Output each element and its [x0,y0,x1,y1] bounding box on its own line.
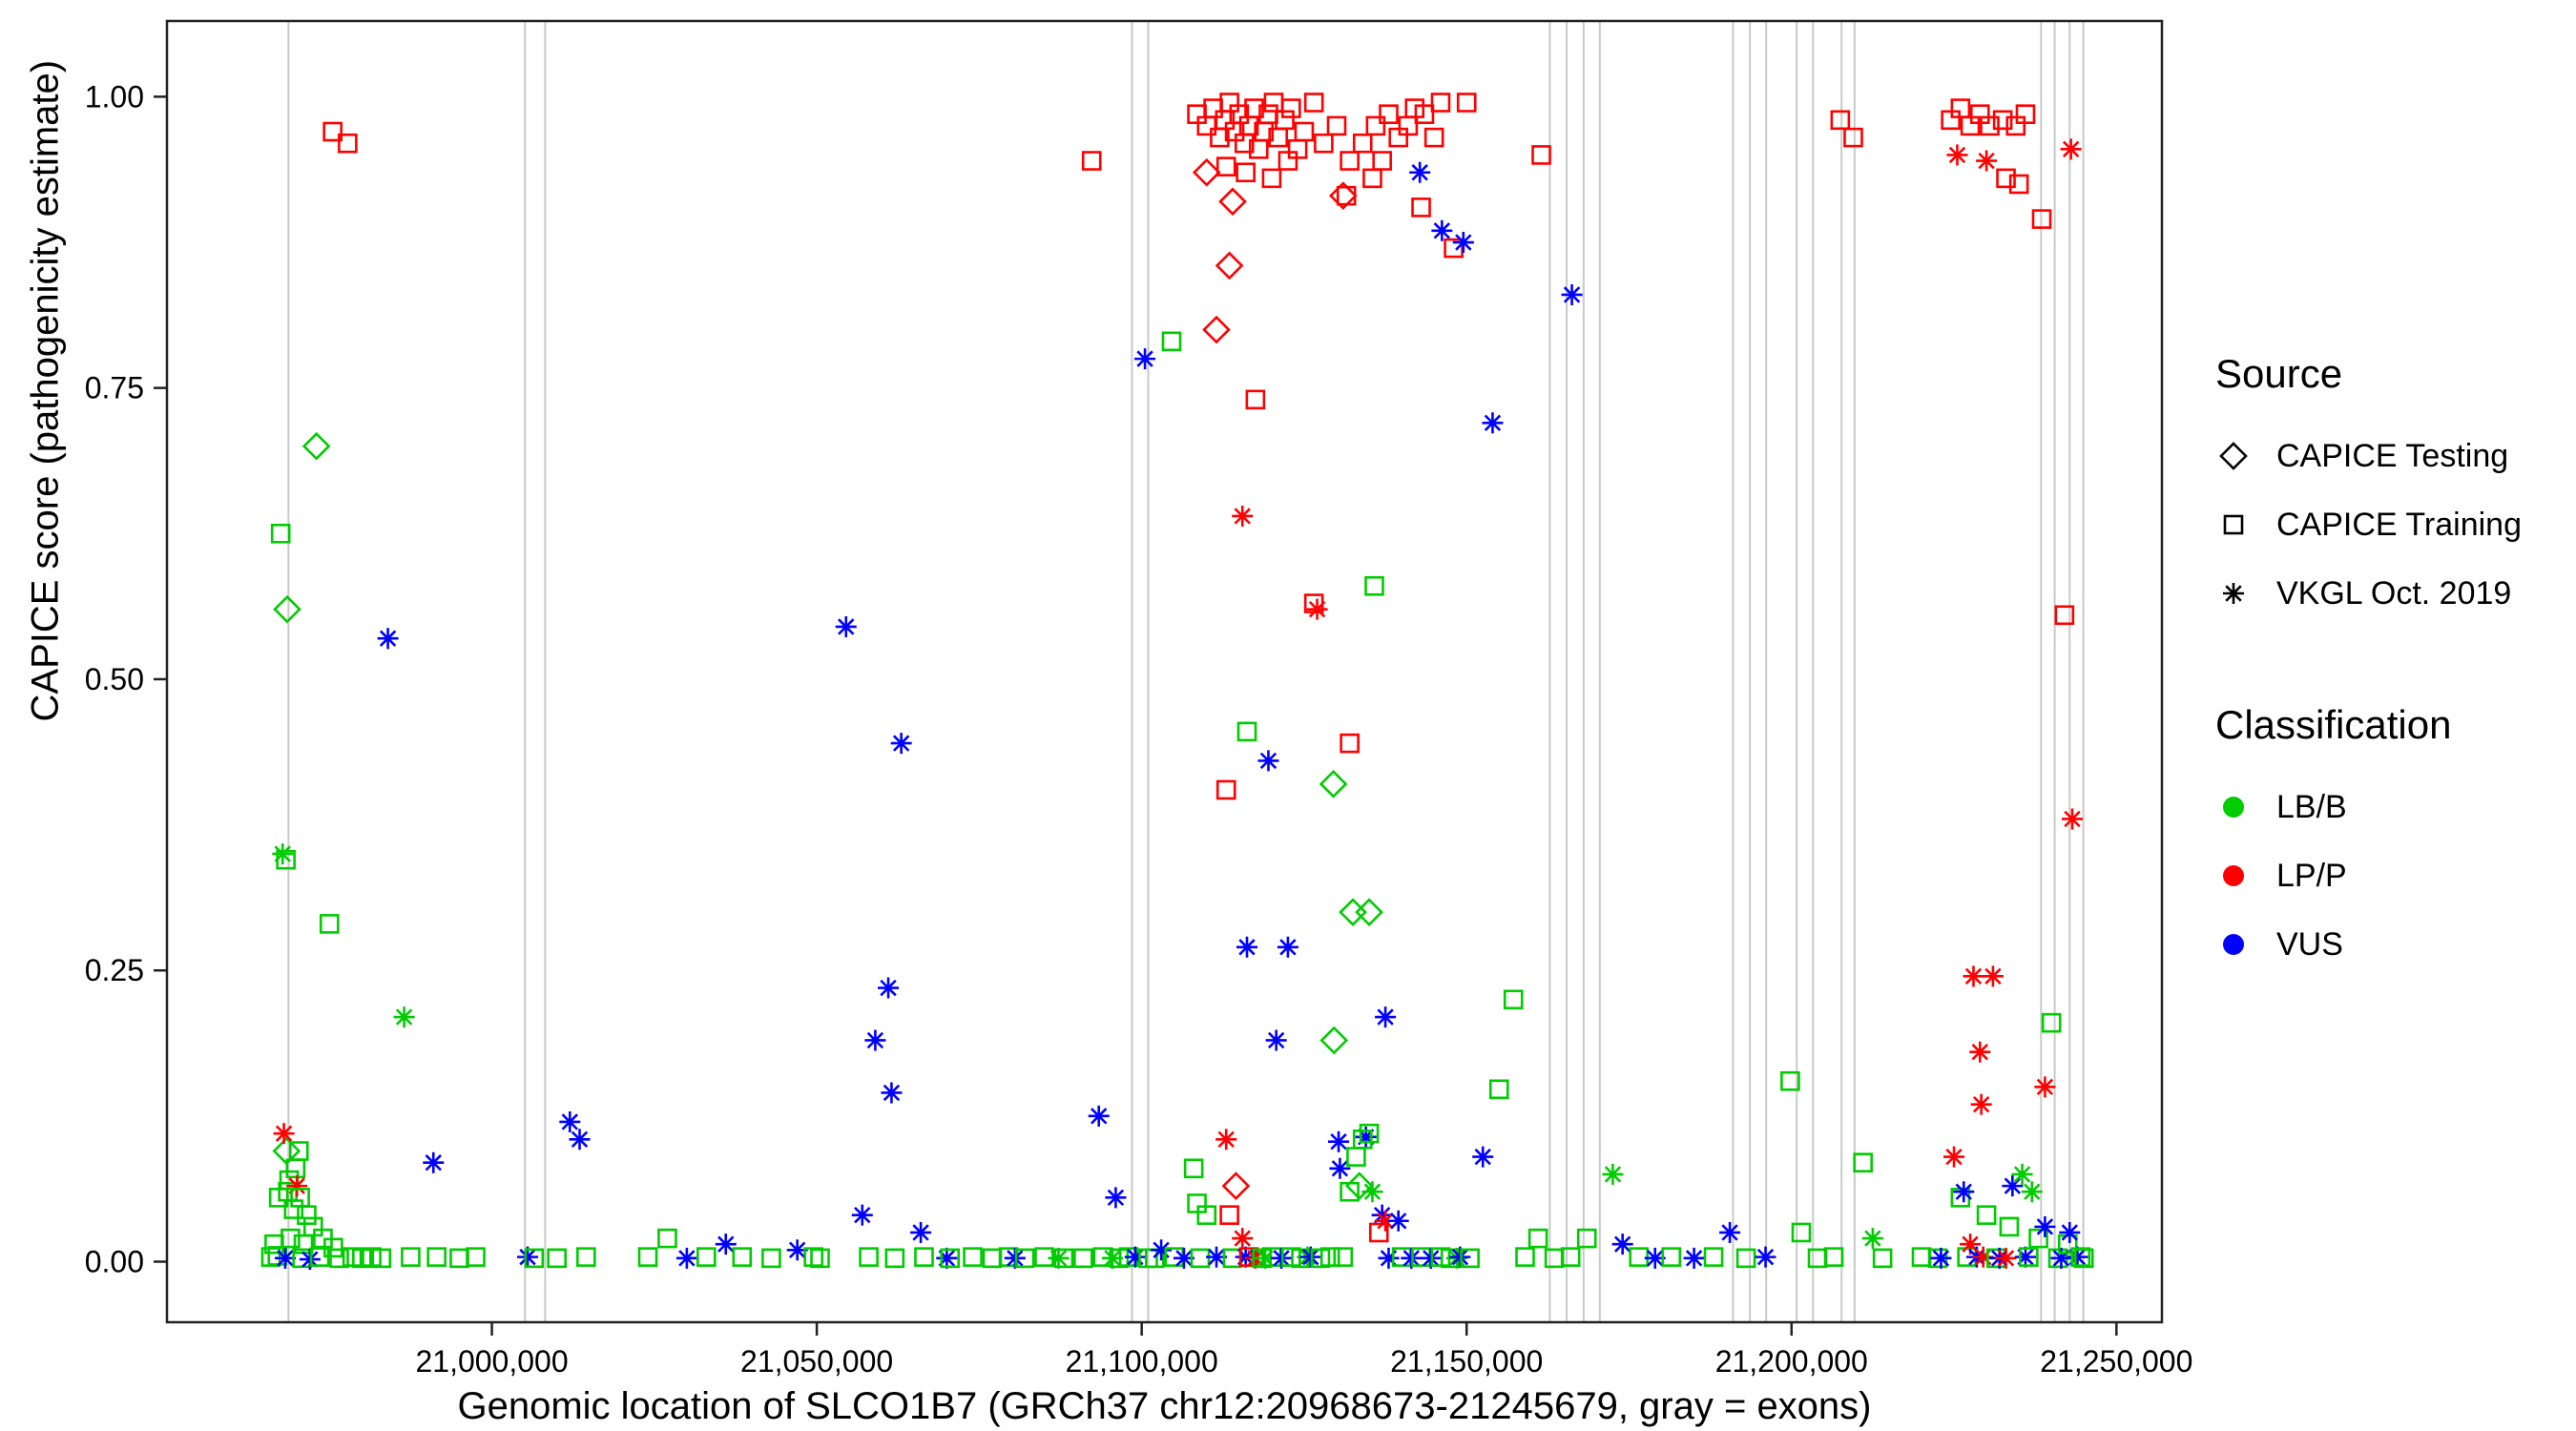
legend-source: Source CAPICE Testing CAPICE Training VK… [2215,351,2522,628]
legend-item-vus: VUS [2215,910,2522,979]
blue-dot-icon [2223,934,2244,955]
diamond-marker-icon [2219,442,2248,470]
svg-text:0.75: 0.75 [85,371,144,405]
panel-border [165,19,2164,1324]
legend-item-lbb: LB/B [2215,773,2522,841]
red-dot-icon [2223,865,2244,886]
svg-text:21,100,000: 21,100,000 [1066,1344,1218,1379]
svg-text:1.00: 1.00 [85,79,144,114]
x-axis: 21,000,000 21,050,000 21,100,000 21,150,000… [415,1322,2192,1379]
legend-classification: Classification LB/B LP/P VUS [2215,702,2522,979]
legend-classification-title: Classification [2215,702,2452,747]
y-axis: 0.00 0.25 0.50 0.75 1.00 [85,79,167,1279]
legend-source-title: Source [2215,351,2343,396]
svg-text:0.50: 0.50 [85,662,144,696]
svg-text:21,000,000: 21,000,000 [415,1344,568,1379]
exon-lines [287,21,2085,1322]
svg-text:21,200,000: 21,200,000 [1715,1344,1868,1379]
legend-item-vkgl: VKGL Oct. 2019 [2215,559,2522,628]
svg-text:21,150,000: 21,150,000 [1390,1344,1543,1379]
green-dot-icon [2223,797,2244,818]
x-axis-label: Genomic location of SLCO1B7 (GRCh37 chr1… [457,1385,1872,1427]
legend-item-label: LP/P [2276,857,2347,894]
legend-item-label: LB/B [2276,788,2347,825]
legend-item-capice-testing: CAPICE Testing [2215,422,2522,490]
legend-item-label: CAPICE Training [2276,506,2522,543]
legend: Source CAPICE Testing CAPICE Training VK… [2215,351,2522,979]
y-axis-label: CAPICE score (pathogenicity estimate) [24,59,67,722]
asterisk-marker-icon [2223,583,2244,604]
legend-item-label: CAPICE Testing [2276,437,2509,474]
svg-text:0.25: 0.25 [85,953,144,987]
legend-item-capice-training: CAPICE Training [2215,490,2522,559]
legend-item-label: VKGL Oct. 2019 [2276,574,2512,612]
svg-text:0.00: 0.00 [85,1245,144,1279]
svg-text:21,050,000: 21,050,000 [740,1344,893,1379]
points-layer [260,93,2094,1271]
legend-item-lpp: LP/P [2215,841,2522,910]
legend-item-label: VUS [2276,925,2343,963]
square-marker-icon [2223,514,2244,535]
svg-text:21,250,000: 21,250,000 [2040,1344,2192,1379]
